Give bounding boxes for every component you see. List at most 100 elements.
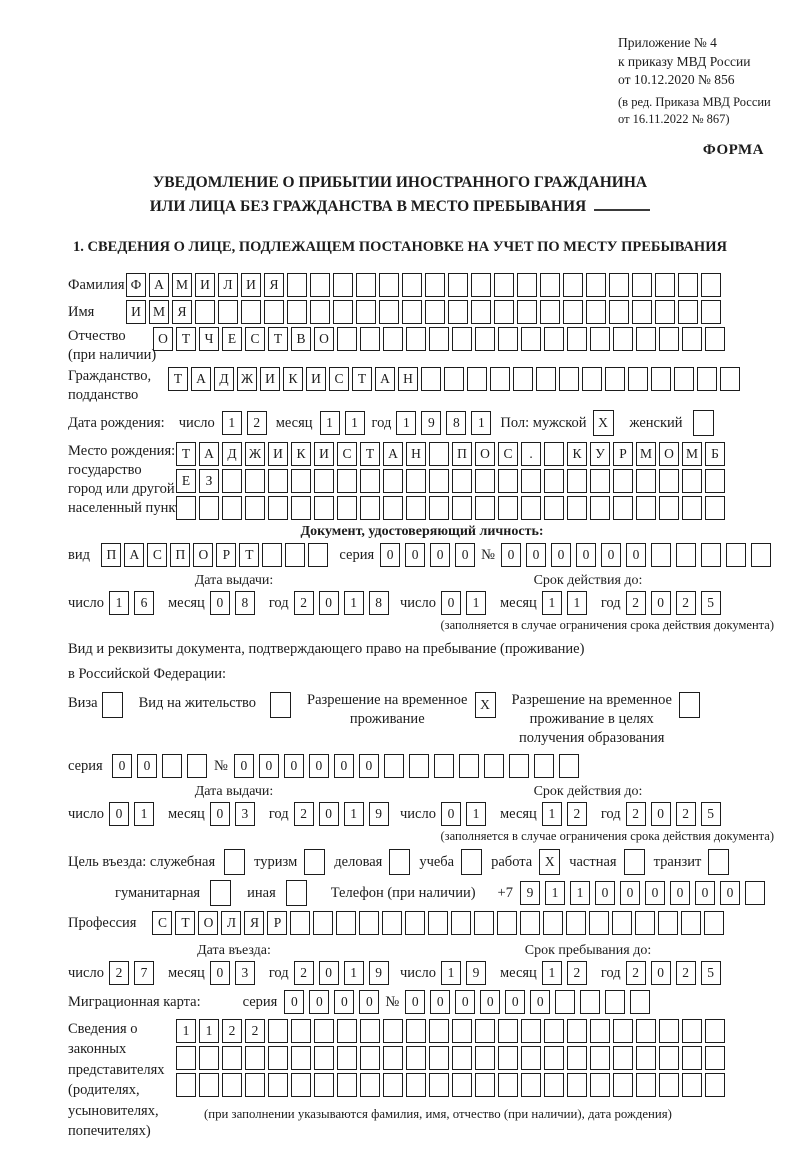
form-cell[interactable]: Д xyxy=(214,366,234,391)
form-cell[interactable]: Б xyxy=(705,441,725,466)
form-cell[interactable] xyxy=(314,1018,334,1043)
form-cell[interactable]: 1 xyxy=(465,801,486,826)
form-cell[interactable]: 9 xyxy=(465,960,486,985)
form-cell[interactable] xyxy=(222,1045,242,1070)
form-cell[interactable] xyxy=(705,1045,725,1070)
form-cell[interactable] xyxy=(636,468,656,493)
form-cell[interactable]: 0 xyxy=(480,989,501,1014)
form-cell[interactable]: 1 xyxy=(108,590,129,615)
form-cell[interactable] xyxy=(567,1018,587,1043)
form-cell[interactable]: С xyxy=(152,910,173,935)
form-cell[interactable] xyxy=(245,1045,265,1070)
form-cell[interactable] xyxy=(360,1018,380,1043)
form-cell[interactable]: Т xyxy=(176,326,196,351)
form-cell[interactable] xyxy=(590,326,610,351)
form-cell[interactable] xyxy=(291,1018,311,1043)
form-cell[interactable]: С xyxy=(329,366,349,391)
form-cell[interactable]: А xyxy=(383,441,403,466)
form-cell[interactable]: Я xyxy=(244,910,265,935)
form-cell[interactable]: 0 xyxy=(594,880,615,905)
form-cell[interactable] xyxy=(704,910,725,935)
form-cell[interactable]: И xyxy=(241,272,261,297)
form-cell[interactable]: 2 xyxy=(246,410,267,435)
form-cell[interactable]: Т xyxy=(176,441,196,466)
form-cell[interactable] xyxy=(544,468,564,493)
form-cell[interactable]: 1 xyxy=(344,410,365,435)
form-cell[interactable] xyxy=(705,1018,725,1043)
form-cell[interactable] xyxy=(467,366,487,391)
form-cell[interactable]: 1 xyxy=(544,880,565,905)
form-cell[interactable] xyxy=(475,495,495,520)
form-cell[interactable] xyxy=(744,880,765,905)
form-cell[interactable]: Т xyxy=(360,441,380,466)
form-cell[interactable] xyxy=(567,1045,587,1070)
form-cell[interactable] xyxy=(458,753,479,778)
form-cell[interactable] xyxy=(517,299,537,324)
form-cell[interactable]: 0 xyxy=(440,801,461,826)
form-cell[interactable]: Ф xyxy=(126,272,146,297)
form-cell[interactable] xyxy=(314,1072,334,1097)
form-cell[interactable]: О xyxy=(659,441,679,466)
form-cell[interactable] xyxy=(613,1072,633,1097)
form-cell[interactable]: Ж xyxy=(237,366,257,391)
form-cell[interactable] xyxy=(433,753,454,778)
sex-female-checkbox[interactable] xyxy=(692,409,714,436)
form-cell[interactable]: О xyxy=(153,326,173,351)
form-cell[interactable]: 1 xyxy=(343,590,364,615)
form-cell[interactable] xyxy=(199,1045,219,1070)
purpose-ucheba-checkbox[interactable] xyxy=(461,848,483,875)
form-cell[interactable]: 0 xyxy=(309,989,330,1014)
form-cell[interactable]: Ж xyxy=(245,441,265,466)
form-cell[interactable]: Д xyxy=(222,441,242,466)
form-cell[interactable]: 0 xyxy=(440,590,461,615)
form-cell[interactable] xyxy=(590,1045,610,1070)
form-cell[interactable] xyxy=(540,272,560,297)
form-cell[interactable] xyxy=(497,910,518,935)
form-cell[interactable] xyxy=(452,468,472,493)
form-cell[interactable] xyxy=(544,1018,564,1043)
form-cell[interactable] xyxy=(659,326,679,351)
form-cell[interactable] xyxy=(636,495,656,520)
form-cell[interactable]: 0 xyxy=(358,753,379,778)
form-cell[interactable] xyxy=(567,495,587,520)
form-cell[interactable]: 5 xyxy=(700,960,721,985)
form-cell[interactable]: Ч xyxy=(199,326,219,351)
form-cell[interactable] xyxy=(222,468,242,493)
form-cell[interactable] xyxy=(635,910,656,935)
form-cell[interactable] xyxy=(705,1072,725,1097)
form-cell[interactable] xyxy=(475,468,495,493)
form-cell[interactable] xyxy=(682,1072,702,1097)
form-cell[interactable] xyxy=(521,326,541,351)
form-cell[interactable] xyxy=(521,1018,541,1043)
form-cell[interactable]: О xyxy=(475,441,495,466)
form-cell[interactable] xyxy=(199,1072,219,1097)
form-cell[interactable] xyxy=(566,910,587,935)
purpose-rabota-checkbox[interactable]: X xyxy=(539,848,561,875)
form-cell[interactable] xyxy=(521,1045,541,1070)
form-cell[interactable] xyxy=(448,272,468,297)
form-cell[interactable] xyxy=(474,910,495,935)
form-cell[interactable]: С xyxy=(498,441,518,466)
form-cell[interactable]: 0 xyxy=(318,801,339,826)
form-cell[interactable] xyxy=(563,272,583,297)
form-cell[interactable] xyxy=(659,1018,679,1043)
purpose-sluzhebnaya-checkbox[interactable] xyxy=(224,848,246,875)
form-cell[interactable]: 0 xyxy=(576,542,596,567)
form-cell[interactable] xyxy=(268,1045,288,1070)
form-cell[interactable]: 2 xyxy=(293,801,314,826)
form-cell[interactable] xyxy=(406,1072,426,1097)
form-cell[interactable]: 0 xyxy=(650,960,671,985)
form-cell[interactable]: 0 xyxy=(209,801,230,826)
form-cell[interactable] xyxy=(659,1072,679,1097)
form-cell[interactable] xyxy=(681,910,702,935)
form-cell[interactable] xyxy=(199,495,219,520)
form-cell[interactable]: А xyxy=(375,366,395,391)
form-cell[interactable] xyxy=(632,272,652,297)
form-cell[interactable] xyxy=(682,1045,702,1070)
form-cell[interactable] xyxy=(676,542,696,567)
form-cell[interactable]: П xyxy=(452,441,472,466)
form-cell[interactable]: П xyxy=(101,542,122,567)
form-cell[interactable] xyxy=(567,468,587,493)
form-cell[interactable] xyxy=(580,989,601,1014)
form-cell[interactable] xyxy=(310,299,330,324)
